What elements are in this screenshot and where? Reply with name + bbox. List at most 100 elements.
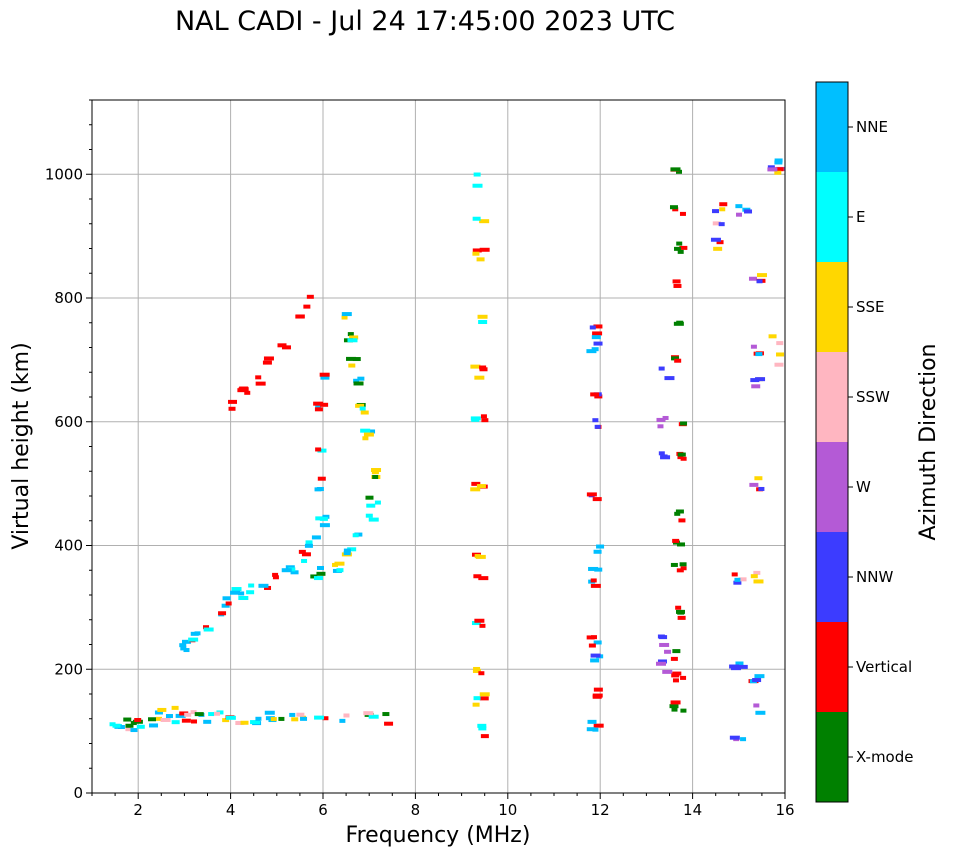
echo-mark	[194, 631, 201, 636]
echo-mark	[748, 276, 757, 281]
echo-mark	[117, 725, 125, 730]
echo-mark	[774, 158, 783, 163]
echo-mark	[680, 566, 687, 571]
echo-mark	[478, 726, 487, 731]
echo-mark	[270, 717, 277, 722]
echo-mark	[474, 375, 485, 380]
echo-mark	[750, 574, 758, 579]
echo-mark	[713, 246, 723, 251]
echo-mark	[203, 719, 212, 724]
echo-mark	[758, 486, 765, 491]
echo-mark	[586, 492, 597, 497]
echo-mark	[303, 304, 311, 309]
echo-mark	[255, 375, 262, 380]
echo-mark	[680, 708, 687, 713]
echo-mark	[592, 694, 602, 699]
echo-mark	[136, 724, 145, 729]
echo-mark	[587, 719, 597, 724]
y-tick-label: 800	[54, 289, 83, 307]
echo-mark	[674, 358, 682, 363]
echo-mark	[272, 572, 279, 577]
trace	[710, 158, 786, 742]
echo-mark	[281, 345, 291, 350]
echo-mark	[733, 580, 742, 585]
plot-border	[91, 99, 786, 794]
echo-mark	[125, 727, 132, 732]
echo-mark	[235, 721, 245, 726]
echo-mark	[320, 402, 329, 407]
y-tick-label: 600	[54, 413, 83, 431]
echo-mark	[750, 378, 760, 383]
echo-mark	[767, 165, 775, 170]
colorbar-tick-label: NNE	[856, 118, 888, 136]
echo-mark	[753, 579, 764, 584]
echo-mark	[148, 717, 157, 722]
echo-mark	[674, 511, 681, 516]
echo-mark	[768, 334, 777, 339]
trace	[655, 366, 675, 674]
echo-mark	[188, 637, 199, 642]
echo-mark	[756, 279, 763, 284]
echo-mark	[677, 610, 685, 615]
echo-mark	[322, 514, 330, 519]
echo-mark	[751, 384, 761, 389]
echo-mark	[250, 720, 261, 725]
echo-mark	[479, 365, 487, 370]
echo-mark	[680, 675, 687, 680]
echo-mark	[729, 735, 740, 740]
echo-mark	[298, 549, 306, 554]
echo-mark	[660, 454, 668, 459]
echo-mark	[238, 596, 249, 601]
y-axis-label: Virtual height (km)	[9, 342, 34, 549]
echo-mark	[473, 172, 481, 177]
echo-mark	[593, 549, 602, 554]
echo-mark	[658, 451, 665, 456]
colorbar-tick-label: SSW	[856, 388, 890, 406]
echo-mark	[479, 692, 490, 697]
echo-mark	[371, 468, 382, 473]
echo-mark	[754, 674, 765, 679]
echo-mark	[677, 615, 686, 620]
echo-mark	[669, 704, 679, 709]
plot-frame	[91, 99, 786, 794]
colorbar-label: Azimuth Direction	[916, 343, 941, 540]
colorbar-segment	[816, 712, 848, 802]
echo-mark	[672, 678, 679, 683]
echo-mark	[228, 406, 236, 411]
echo-mark	[472, 183, 483, 188]
echo-mark	[304, 543, 313, 548]
echo-mark	[672, 671, 682, 676]
data-layer	[109, 158, 786, 742]
echo-mark	[334, 561, 345, 566]
echo-mark	[588, 566, 599, 571]
y-tick-label: 0	[73, 784, 83, 802]
echo-mark	[473, 696, 481, 701]
echo-mark	[662, 415, 669, 420]
echo-mark	[372, 474, 379, 479]
echo-mark	[592, 418, 599, 423]
echo-mark	[656, 417, 666, 422]
echo-mark	[322, 716, 329, 721]
echo-mark	[112, 723, 121, 728]
echo-mark	[221, 603, 230, 608]
echo-mark	[676, 241, 683, 246]
echo-mark	[755, 377, 766, 382]
echo-mark	[171, 720, 180, 725]
echo-mark	[473, 666, 481, 671]
echo-mark	[347, 338, 358, 343]
echo-mark	[586, 727, 595, 732]
echo-mark	[149, 723, 159, 728]
echo-mark	[718, 222, 725, 227]
echo-mark	[353, 378, 360, 383]
echo-mark	[313, 401, 324, 406]
echo-mark	[593, 723, 604, 728]
echo-mark	[477, 723, 487, 728]
echo-mark	[194, 712, 204, 717]
echo-mark	[353, 381, 364, 386]
echo-mark	[674, 246, 682, 251]
echo-mark	[678, 518, 686, 523]
echo-mark	[264, 585, 272, 590]
echo-mark	[657, 424, 664, 429]
echo-mark	[179, 643, 187, 648]
echo-mark	[130, 728, 138, 733]
